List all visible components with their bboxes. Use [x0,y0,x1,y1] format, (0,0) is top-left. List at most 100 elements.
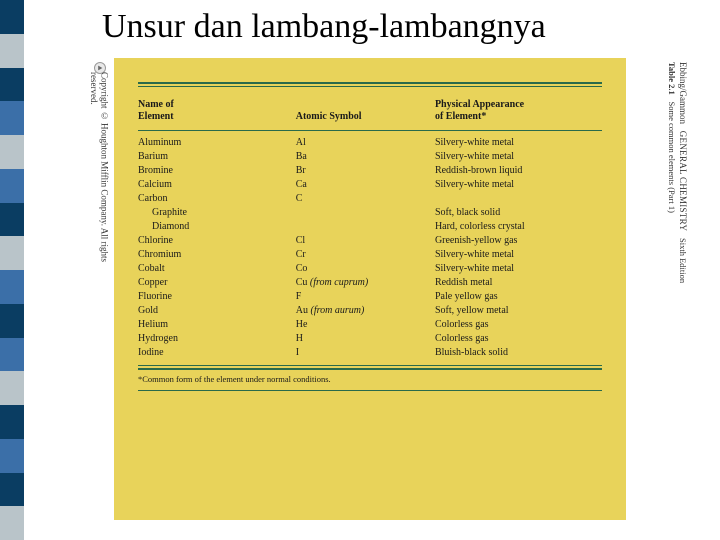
sidebar-stripe [0,405,24,439]
bottom-rule-thin [138,365,602,366]
table-row: CalciumCaSilvery-white metal [138,177,602,191]
cell-appearance [435,191,602,205]
table-row: IodineIBluish-black solid [138,345,602,359]
table-row: ChlorineClGreenish-yellow gas [138,233,602,247]
cell-element-name: Chlorine [138,233,296,247]
cell-atomic-symbol: Ca [296,177,435,191]
sidebar-stripe [0,203,24,237]
cell-atomic-symbol: H [296,331,435,345]
sidebar-stripe [0,236,24,270]
citation-source: Ebbing/Gammon [678,62,688,124]
top-rule-thin [138,86,602,87]
sidebar-stripe [0,473,24,507]
cell-element-name: Graphite [138,205,296,219]
cell-appearance: Reddish-brown liquid [435,163,602,177]
cell-atomic-symbol: Cu (from cuprum) [296,275,435,289]
table-body: AluminumAlSilvery-white metalBariumBaSil… [138,135,602,359]
cell-atomic-symbol [296,219,435,233]
cell-atomic-symbol: C [296,191,435,205]
slide-title: Unsur dan lambang-lambangnya [24,0,720,52]
cell-appearance: Greenish-yellow gas [435,233,602,247]
table-row: CopperCu (from cuprum)Reddish metal [138,275,602,289]
cell-appearance: Bluish-black solid [435,345,602,359]
table-row: FluorineFPale yellow gas [138,289,602,303]
sidebar-stripe [0,338,24,372]
cell-atomic-symbol: F [296,289,435,303]
cell-appearance: Silvery-white metal [435,177,602,191]
cell-atomic-symbol: Cr [296,247,435,261]
cell-appearance: Soft, yellow metal [435,303,602,317]
cell-atomic-symbol: I [296,345,435,359]
cell-element-name: Aluminum [138,135,296,149]
sidebar-stripe [0,506,24,540]
cell-element-name: Helium [138,317,296,331]
sidebar-stripe [0,101,24,135]
textbook-panel: Name ofElement Atomic Symbol Physical Ap… [114,58,626,520]
cell-appearance: Hard, colorless crystal [435,219,602,233]
cell-appearance: Reddish metal [435,275,602,289]
cell-appearance: Silvery-white metal [435,149,602,163]
cell-element-name: Gold [138,303,296,317]
sidebar-stripe [0,135,24,169]
slide-content: Unsur dan lambang-lambangnya Copyright ©… [24,0,720,540]
sidebar-stripe [0,68,24,102]
cell-atomic-symbol [296,205,435,219]
cell-appearance: Silvery-white metal [435,135,602,149]
cell-atomic-symbol: Br [296,163,435,177]
sidebar-stripe [0,371,24,405]
table-header-row: Name ofElement Atomic Symbol Physical Ap… [138,95,602,128]
col-header-symbol: Atomic Symbol [296,95,435,128]
table-row: Graphite Soft, black solid [138,205,602,219]
cell-appearance: Colorless gas [435,317,602,331]
sidebar-stripe [0,0,24,34]
sidebar-stripe [0,270,24,304]
sidebar-stripe [0,439,24,473]
table-row: ChromiumCrSilvery-white metal [138,247,602,261]
cell-element-name: Barium [138,149,296,163]
table-row: Diamond Hard, colorless crystal [138,219,602,233]
citation-edition: Sixth Edition [678,238,688,283]
cell-atomic-symbol: He [296,317,435,331]
cell-atomic-symbol: Au (from aurum) [296,303,435,317]
cell-appearance: Soft, black solid [435,205,602,219]
table-row: CarbonC [138,191,602,205]
cell-element-name: Bromine [138,163,296,177]
elements-table: Name ofElement Atomic Symbol Physical Ap… [138,95,602,359]
cell-element-name: Copper [138,275,296,289]
decorative-sidebar [0,0,24,540]
col-header-name: Name ofElement [138,95,296,128]
cell-element-name: Cobalt [138,261,296,275]
cell-appearance: Pale yellow gas [435,289,602,303]
footnote-rule [138,390,602,391]
table-row: HeliumHeColorless gas [138,317,602,331]
table-row: GoldAu (from aurum)Soft, yellow metal [138,303,602,317]
citation-table: Table 2.1 [667,62,677,95]
table-row: AluminumAlSilvery-white metal [138,135,602,149]
cell-appearance: Silvery-white metal [435,247,602,261]
cell-atomic-symbol: Ba [296,149,435,163]
cell-element-name: Carbon [138,191,296,205]
sidebar-stripe [0,169,24,203]
sidebar-stripe [0,304,24,338]
cell-appearance: Silvery-white metal [435,261,602,275]
table-row: BromineBrReddish-brown liquid [138,163,602,177]
cell-atomic-symbol: Al [296,135,435,149]
cell-element-name: Calcium [138,177,296,191]
col-header-appearance: Physical Appearanceof Element* [435,95,602,128]
figure-area: Copyright © Houghton Mifflin Company. Al… [70,58,696,520]
copyright-text: Copyright © Houghton Mifflin Company. Al… [88,72,110,292]
table-row: BariumBaSilvery-white metal [138,149,602,163]
cell-element-name: Fluorine [138,289,296,303]
cell-element-name: Diamond [138,219,296,233]
cell-element-name: Hydrogen [138,331,296,345]
cell-atomic-symbol: Co [296,261,435,275]
cell-appearance: Colorless gas [435,331,602,345]
table-footnote: *Common form of the element under normal… [138,370,602,384]
citation-subtitle: Some common elements (Part 1) [667,102,677,213]
cell-atomic-symbol: Cl [296,233,435,247]
citation-title: GENERAL CHEMISTRY [678,131,688,232]
table-row: HydrogenHColorless gas [138,331,602,345]
cell-element-name: Iodine [138,345,296,359]
top-rule-heavy [138,82,602,84]
citation-block: Ebbing/Gammon GENERAL CHEMISTRY Sixth Ed… [666,62,688,292]
